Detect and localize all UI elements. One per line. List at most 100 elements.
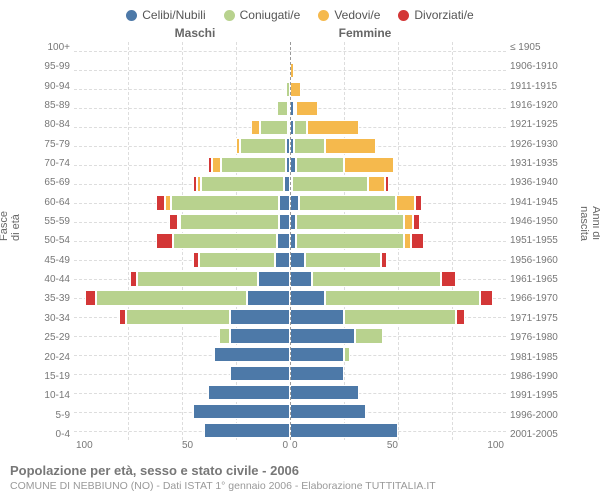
bar-segment-celibi	[290, 404, 366, 420]
female-bar	[290, 214, 506, 230]
male-bar	[74, 423, 290, 439]
bar-segment-divorziati	[394, 157, 396, 173]
legend-swatch	[318, 10, 329, 21]
bar-segment-celibi	[214, 347, 290, 363]
legend-swatch	[398, 10, 409, 21]
bar-segment-celibi	[279, 214, 290, 230]
male-bar	[74, 120, 290, 136]
male-bar	[74, 176, 290, 192]
bar-segment-divorziati	[385, 176, 389, 192]
female-bar	[290, 157, 506, 173]
bar-segment-divorziati	[441, 271, 456, 287]
bar-segment-coniugati	[219, 328, 230, 344]
footer-subtitle: COMUNE DI NEBBIUNO (NO) - Dati ISTAT 1° …	[10, 480, 590, 492]
male-bar	[74, 290, 290, 306]
bar-segment-divorziati	[456, 309, 465, 325]
female-bar	[290, 101, 506, 117]
year-label: 1906-1910	[510, 61, 576, 72]
male-bar	[74, 157, 290, 173]
bar-segment-celibi	[230, 328, 290, 344]
footer-title: Popolazione per età, sesso e stato civil…	[10, 463, 590, 478]
age-label: 45-49	[24, 255, 70, 266]
male-bar	[74, 347, 290, 363]
female-bar	[290, 423, 506, 439]
x-tick: 100	[487, 440, 504, 451]
bar-segment-coniugati	[305, 252, 381, 268]
year-label: 1931-1935	[510, 158, 576, 169]
female-bar	[290, 120, 506, 136]
bar-segment-coniugati	[260, 120, 288, 136]
bar-segment-vedovi	[344, 157, 394, 173]
male-bar	[74, 44, 290, 60]
year-label: 1941-1945	[510, 197, 576, 208]
age-label: 75-79	[24, 139, 70, 150]
x-tick: 0	[292, 440, 298, 451]
female-bar	[290, 385, 506, 401]
female-bar	[290, 404, 506, 420]
year-label: 1916-1920	[510, 100, 576, 111]
male-bar	[74, 101, 290, 117]
year-label: 1971-1975	[510, 313, 576, 324]
bar-segment-celibi	[279, 195, 290, 211]
female-bar	[290, 309, 506, 325]
bar-segment-divorziati	[156, 233, 173, 249]
age-label: 60-64	[24, 197, 70, 208]
male-bar	[74, 385, 290, 401]
age-label: 90-94	[24, 81, 70, 92]
bar-segment-celibi	[290, 252, 305, 268]
female-bar	[290, 176, 506, 192]
y-axis-left: 100+95-9990-9485-8980-8475-7970-7465-696…	[24, 42, 74, 440]
bar-segment-coniugati	[344, 347, 350, 363]
x-tick: 100	[76, 440, 93, 451]
year-label: 1976-1980	[510, 332, 576, 343]
bar-segment-vedovi	[212, 157, 221, 173]
male-bar	[74, 271, 290, 287]
male-bar	[74, 252, 290, 268]
bar-segment-coniugati	[171, 195, 279, 211]
age-label: 70-74	[24, 158, 70, 169]
female-bar	[290, 252, 506, 268]
female-bar	[290, 63, 506, 79]
bar-segment-vedovi	[368, 176, 385, 192]
male-bar	[74, 63, 290, 79]
bar-segment-vedovi	[296, 101, 318, 117]
bar-segment-coniugati	[201, 176, 283, 192]
bar-segment-celibi	[230, 309, 290, 325]
age-label: 55-59	[24, 216, 70, 227]
bar-segment-coniugati	[355, 328, 383, 344]
bar-segment-coniugati	[292, 176, 368, 192]
male-bar	[74, 214, 290, 230]
female-bar	[290, 366, 506, 382]
year-label: 1981-1985	[510, 352, 576, 363]
age-label: 20-24	[24, 352, 70, 363]
legend: Celibi/NubiliConiugati/eVedovi/eDivorzia…	[10, 8, 590, 22]
bar-segment-divorziati	[411, 233, 424, 249]
bar-segment-coniugati	[296, 233, 404, 249]
x-tick: 50	[182, 440, 193, 451]
bar-segment-coniugati	[180, 214, 279, 230]
age-label: 15-19	[24, 371, 70, 382]
bar-segment-coniugati	[294, 138, 324, 154]
x-tick: 50	[387, 440, 398, 451]
male-bar	[74, 138, 290, 154]
bar-segment-coniugati	[221, 157, 286, 173]
female-bar	[290, 82, 506, 98]
male-bar	[74, 309, 290, 325]
bar-segment-coniugati	[312, 271, 442, 287]
bars-area	[74, 42, 506, 440]
bar-segment-divorziati	[415, 195, 421, 211]
bar-segment-celibi	[290, 195, 299, 211]
age-label: 50-54	[24, 235, 70, 246]
legend-swatch	[224, 10, 235, 21]
bar-segment-divorziati	[85, 290, 96, 306]
year-label: 1911-1915	[510, 81, 576, 92]
bar-segment-celibi	[258, 271, 290, 287]
chart-footer: Popolazione per età, sesso e stato civil…	[10, 463, 590, 492]
gender-labels: Maschi Femmine	[10, 26, 590, 40]
bar-segment-celibi	[208, 385, 290, 401]
bar-segment-coniugati	[96, 290, 247, 306]
female-bar	[290, 44, 506, 60]
bar-segment-celibi	[290, 328, 355, 344]
age-label: 25-29	[24, 332, 70, 343]
female-bar	[290, 290, 506, 306]
